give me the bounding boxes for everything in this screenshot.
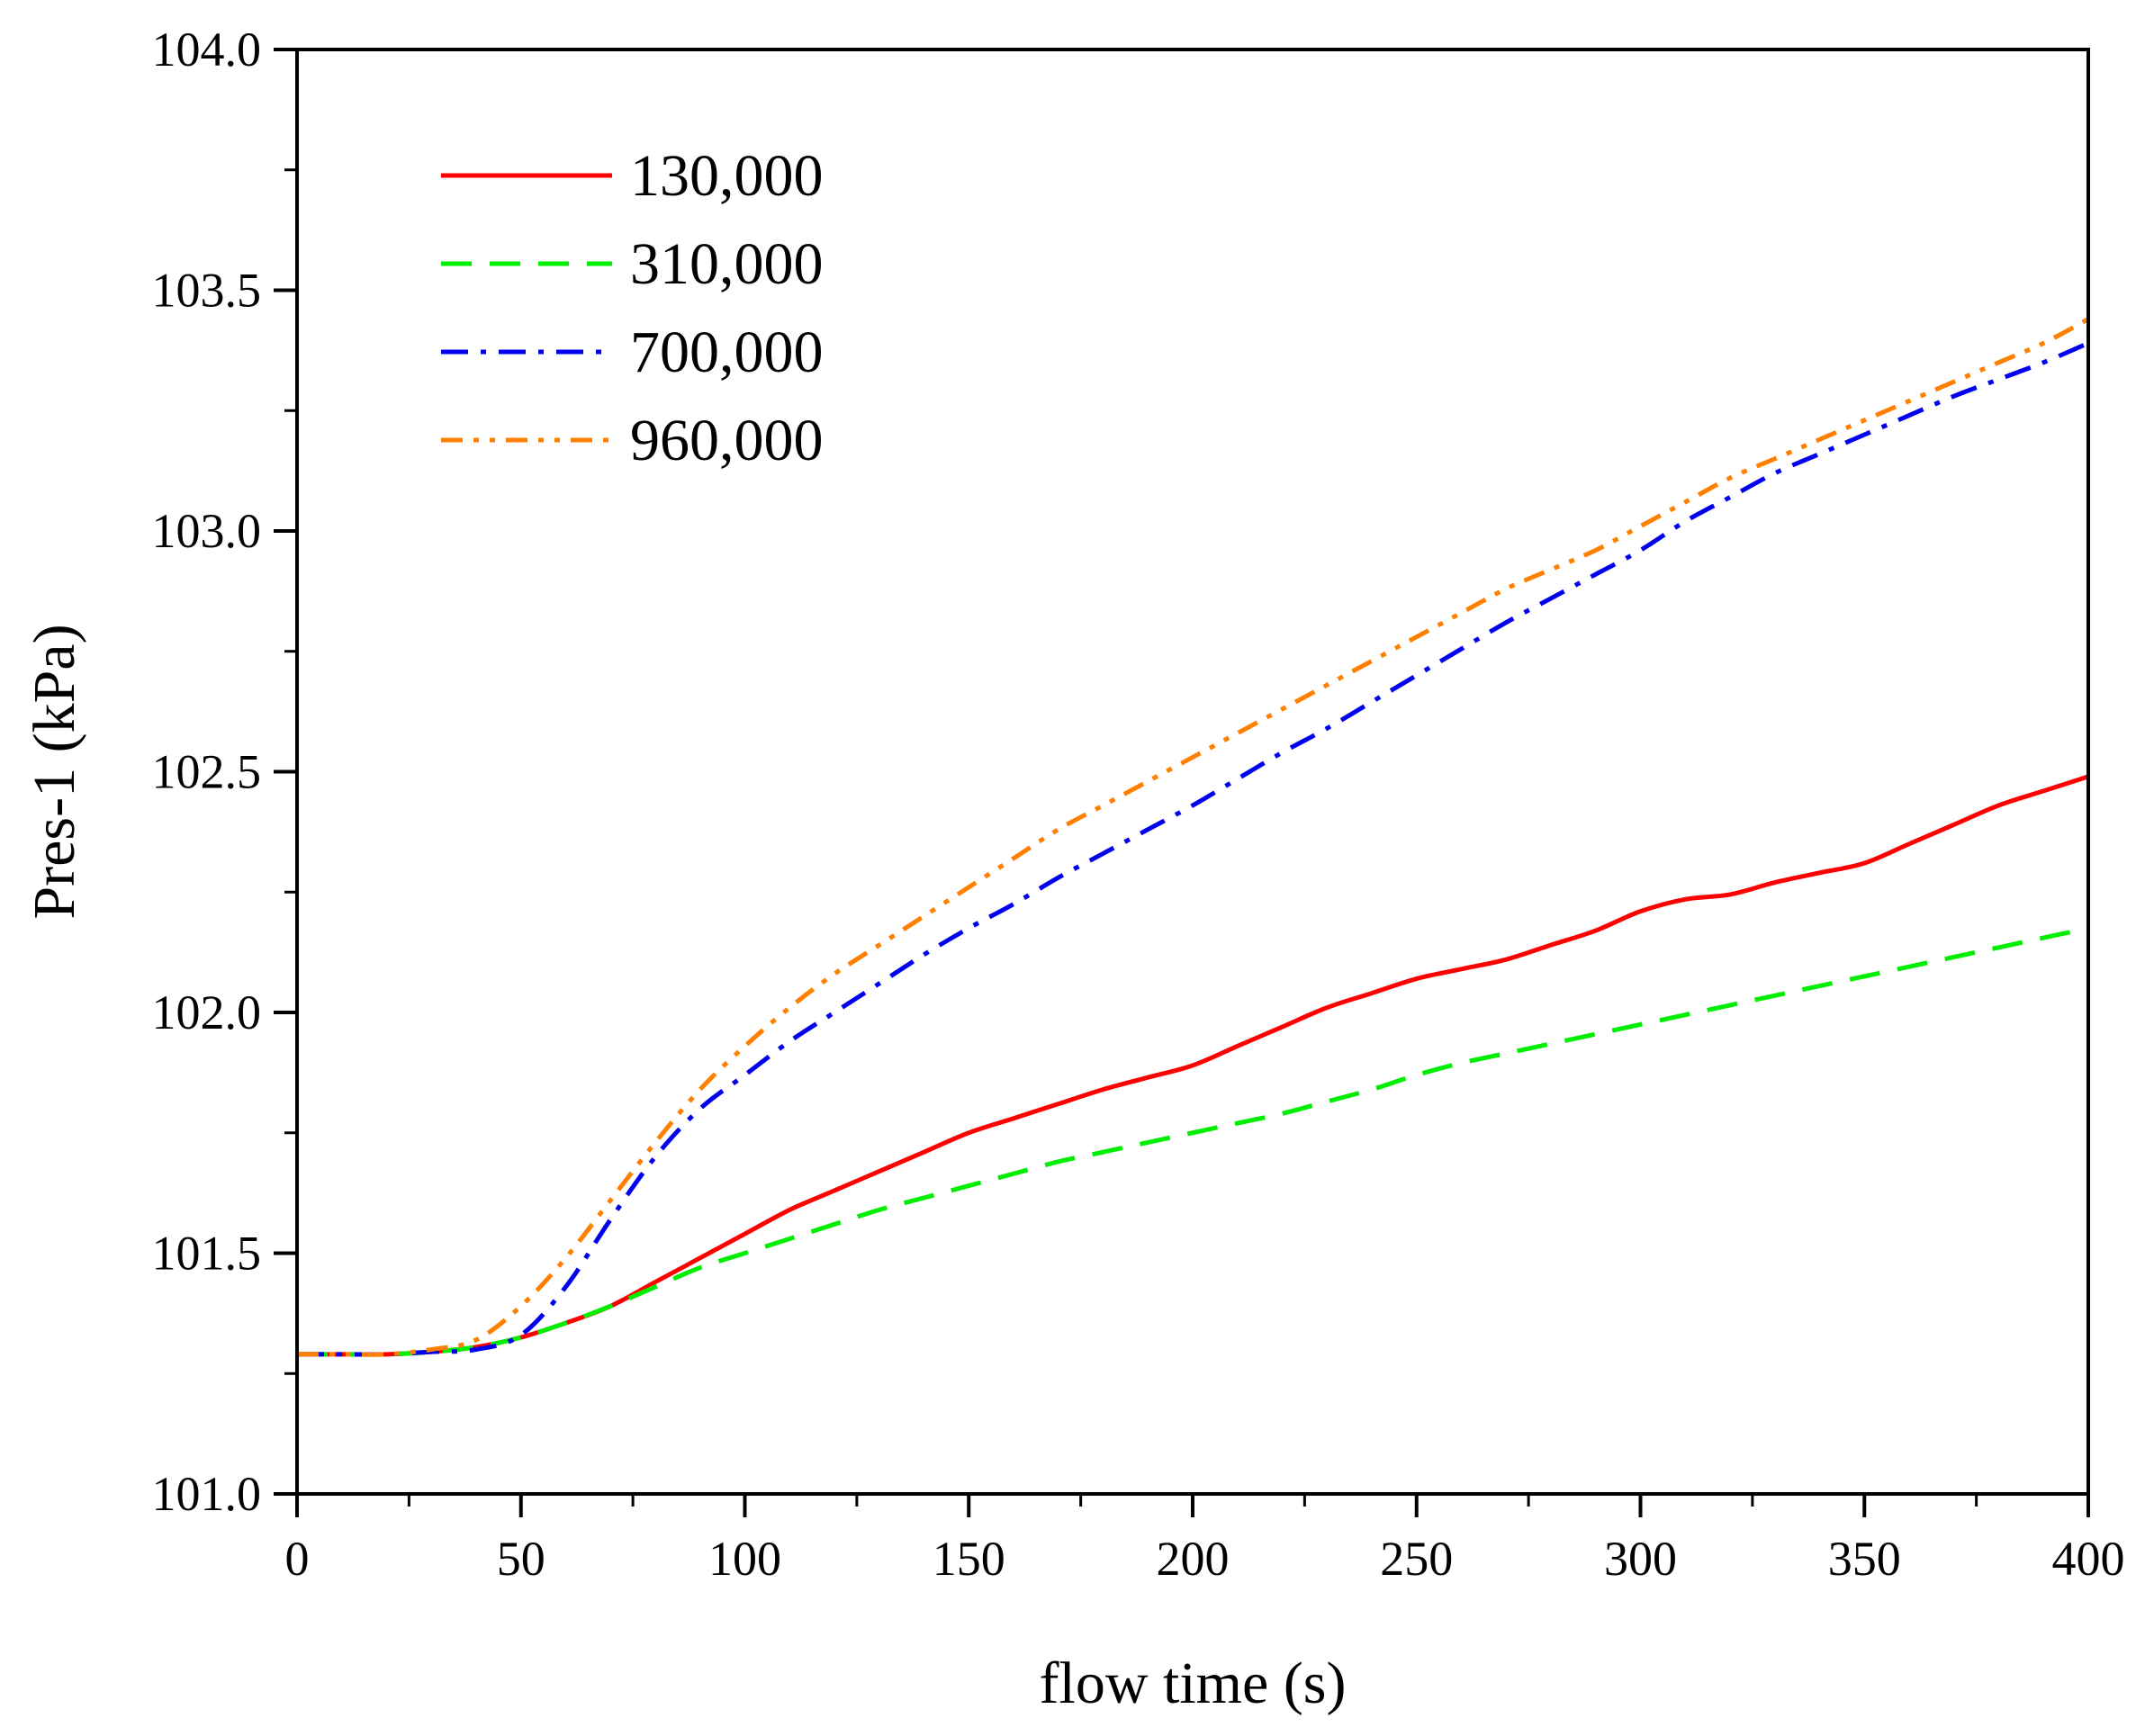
y-tick-label: 102.0 [152,985,262,1039]
x-tick-label: 150 [933,1532,1005,1586]
plot-frame [295,48,2090,1496]
y-tick-label: 103.0 [152,504,262,558]
x-tick-label: 50 [497,1532,545,1586]
series-line-960000 [297,317,2090,1357]
y-axis: 101.0 101.5 102.0 102.5 103.0 103.5 104.0 [152,22,297,1521]
x-axis: 0 50 100 150 200 250 300 350 400 [285,1494,2125,1586]
y-tick-label: 104.0 [152,22,262,76]
y-tick-label: 101.0 [152,1467,262,1521]
legend: 130,000 310,000 700,000 960,000 [441,143,824,473]
y-axis-title: Pres-1 (kPa) [22,624,87,919]
legend-label: 960,000 [630,408,824,473]
x-axis-title: flow time (s) [1040,1651,1347,1716]
series-line-130000 [297,774,2089,1357]
x-tick-label: 250 [1380,1532,1453,1586]
y-tick-label: 102.5 [152,745,262,799]
x-tick-label: 200 [1157,1532,1230,1586]
legend-label: 310,000 [630,231,824,297]
series-line-310000 [297,925,2089,1357]
x-tick-label: 350 [1828,1532,1901,1586]
x-tick-label: 100 [708,1532,781,1586]
y-tick-label: 103.5 [152,264,262,318]
x-tick-label: 0 [285,1532,310,1586]
x-tick-label: 300 [1604,1532,1677,1586]
series-line-700000 [297,341,2089,1357]
plot-lines [297,317,2090,1357]
y-tick-label: 101.5 [152,1227,262,1281]
x-tick-label: 400 [2052,1532,2125,1586]
legend-label: 130,000 [630,143,824,209]
legend-label: 700,000 [630,319,824,385]
